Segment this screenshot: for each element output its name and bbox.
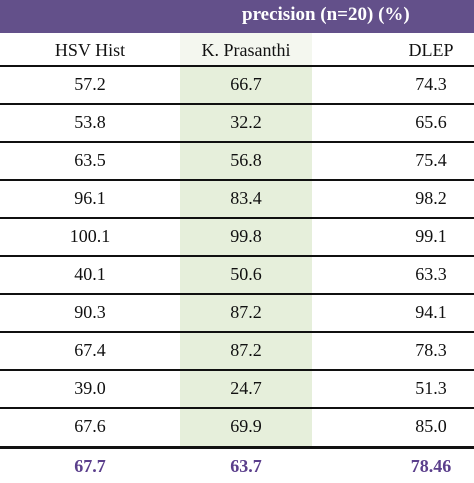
total-hsv-hist: 67.7 bbox=[74, 456, 106, 476]
total-separator bbox=[0, 446, 474, 449]
cell-dlep: 75.4 bbox=[415, 150, 447, 170]
cell-dlep: 85.0 bbox=[415, 416, 447, 436]
row-separator bbox=[0, 293, 474, 295]
row-separator bbox=[0, 103, 474, 105]
row-separator bbox=[0, 369, 474, 371]
table-title: precision (n=20) (%) bbox=[242, 4, 410, 25]
table-row: 40.1 50.6 63.3 bbox=[0, 257, 474, 291]
row-separator bbox=[0, 255, 474, 257]
row-separator bbox=[0, 331, 474, 333]
cell-dlep: 65.6 bbox=[415, 112, 447, 132]
cell-dlep: 99.1 bbox=[415, 226, 447, 246]
header-dlep: DLEP bbox=[408, 40, 454, 60]
cell-hsv-hist: 96.1 bbox=[74, 188, 106, 208]
cell-k-prasanthi: 50.6 bbox=[230, 264, 262, 284]
cell-k-prasanthi: 87.2 bbox=[230, 302, 262, 322]
table-row: 57.2 66.7 74.3 bbox=[0, 67, 474, 101]
cell-hsv-hist: 53.8 bbox=[74, 112, 106, 132]
cell-k-prasanthi: 32.2 bbox=[230, 112, 262, 132]
cell-k-prasanthi: 87.2 bbox=[230, 340, 262, 360]
row-separator bbox=[0, 217, 474, 219]
cell-hsv-hist: 57.2 bbox=[74, 74, 106, 94]
header-band bbox=[180, 33, 312, 67]
row-separator bbox=[0, 141, 474, 143]
row-separator bbox=[0, 179, 474, 181]
table-row: 67.4 87.2 78.3 bbox=[0, 333, 474, 367]
cell-dlep: 78.3 bbox=[415, 340, 447, 360]
cell-dlep: 51.3 bbox=[415, 378, 447, 398]
cell-hsv-hist: 67.6 bbox=[74, 416, 106, 436]
header-row: HSV Hist K. Prasanthi DLEP bbox=[0, 33, 474, 67]
total-dlep: 78.46 bbox=[410, 456, 452, 476]
cell-hsv-hist: 67.4 bbox=[74, 340, 106, 360]
cell-hsv-hist: 63.5 bbox=[74, 150, 106, 170]
cell-k-prasanthi: 83.4 bbox=[230, 188, 262, 208]
cell-hsv-hist: 100.1 bbox=[69, 226, 111, 246]
cell-k-prasanthi: 56.8 bbox=[230, 150, 262, 170]
total-row: 67.7 63.7 78.46 bbox=[0, 449, 474, 483]
cell-hsv-hist: 40.1 bbox=[74, 264, 106, 284]
cell-dlep: 63.3 bbox=[415, 264, 447, 284]
table-row: 96.1 83.4 98.2 bbox=[0, 181, 474, 215]
cell-hsv-hist: 39.0 bbox=[74, 378, 106, 398]
table-row: 63.5 56.8 75.4 bbox=[0, 143, 474, 177]
cell-k-prasanthi: 99.8 bbox=[230, 226, 262, 246]
header-k-prasanthi: K. Prasanthi bbox=[201, 40, 291, 60]
table-row: 100.1 99.8 99.1 bbox=[0, 219, 474, 253]
cell-k-prasanthi: 24.7 bbox=[230, 378, 262, 398]
cell-dlep: 74.3 bbox=[415, 74, 447, 94]
row-separator bbox=[0, 407, 474, 409]
cell-dlep: 98.2 bbox=[415, 188, 447, 208]
cell-hsv-hist: 90.3 bbox=[74, 302, 106, 322]
cell-dlep: 94.1 bbox=[415, 302, 447, 322]
cell-k-prasanthi: 66.7 bbox=[230, 74, 262, 94]
header-hsv-hist: HSV Hist bbox=[54, 40, 126, 60]
row-separator bbox=[0, 65, 474, 67]
table-title-bar: precision (n=20) (%) bbox=[0, 0, 474, 33]
total-k-prasanthi: 63.7 bbox=[230, 456, 262, 476]
table-row: 53.8 32.2 65.6 bbox=[0, 105, 474, 139]
table-row: 90.3 87.2 94.1 bbox=[0, 295, 474, 329]
cell-k-prasanthi: 69.9 bbox=[230, 416, 262, 436]
table-row: 39.0 24.7 51.3 bbox=[0, 371, 474, 405]
table-row: 67.6 69.9 85.0 bbox=[0, 409, 474, 443]
